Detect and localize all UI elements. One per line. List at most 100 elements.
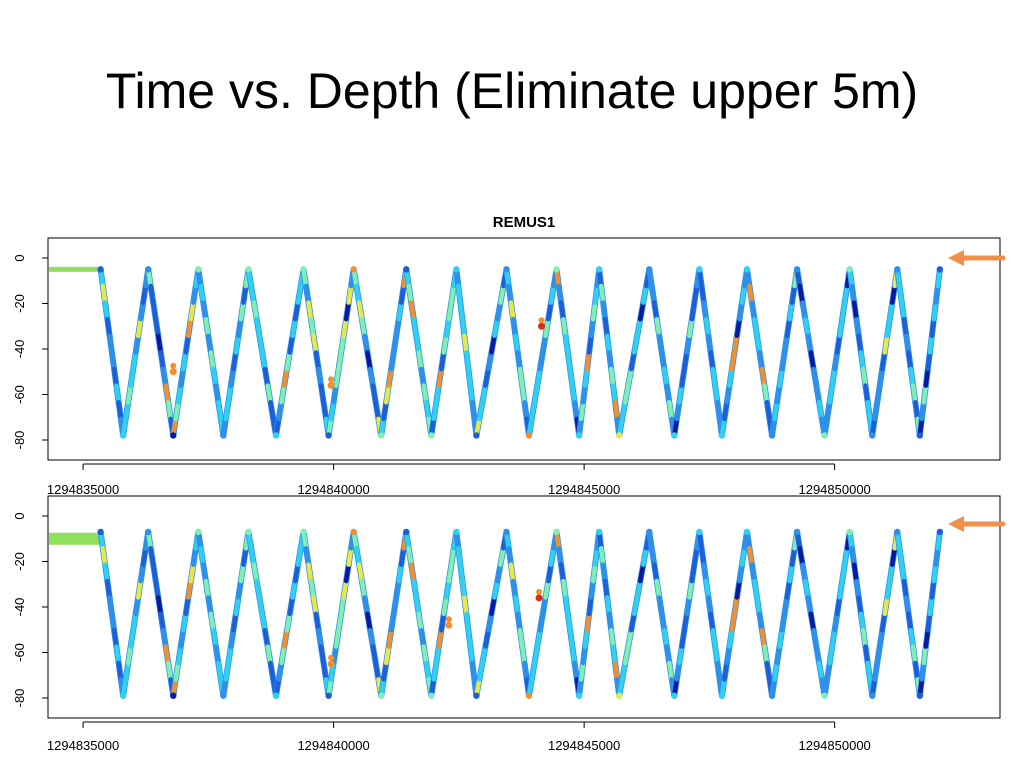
profile-subsegment (158, 350, 166, 372)
profile-subsegment (586, 595, 594, 617)
profile-subsegment (754, 333, 762, 355)
profile-subsegment (343, 562, 351, 584)
profile-subsegment (346, 546, 354, 567)
profile-subsegment (749, 300, 757, 322)
turning-point (768, 692, 776, 699)
profile-subsegment (913, 660, 920, 682)
turning-point (821, 692, 828, 699)
profile-subsegment (391, 333, 399, 355)
profile-subsegment (570, 644, 577, 666)
profile-subsegment (856, 333, 864, 355)
high-value-spot (328, 654, 335, 661)
plot-area (49, 266, 944, 439)
profile-subsegment (100, 546, 108, 567)
turning-point (350, 528, 357, 536)
profile-subsegment (779, 611, 787, 633)
profile-subsegment (367, 366, 376, 388)
profile-subsegment (628, 611, 637, 633)
profile-subsegment (290, 578, 298, 600)
profile-subsegment (692, 283, 700, 305)
profile-subsegment (682, 350, 690, 372)
profile-subsegment (897, 283, 905, 305)
profile-subsegment (687, 578, 695, 600)
profile-subsegment (532, 383, 540, 405)
profile-subsegment (105, 316, 112, 339)
profile-subsegment (715, 660, 722, 682)
profile-subsegment (251, 562, 259, 584)
profile-subsegment (133, 333, 141, 355)
profile-subsegment (834, 595, 842, 617)
profile-subsegment (839, 562, 847, 584)
profile-subsegment (381, 660, 389, 682)
profile-subsegment (303, 283, 311, 305)
profile-subsegment (789, 546, 797, 567)
profile-subsegment (406, 546, 414, 567)
profile-subsegment (543, 316, 551, 339)
profile-subsegment (754, 595, 762, 617)
profile-subsegment (657, 595, 665, 617)
profile-subsegment (367, 627, 376, 649)
profile-subsegment (797, 546, 805, 567)
profile-subsegment (759, 627, 767, 649)
profile-subsegment (863, 383, 870, 405)
profile-subsegment (251, 300, 259, 322)
profile-subsegment (343, 300, 351, 322)
profile-subsegment (268, 399, 276, 422)
profile-subsegment (268, 660, 276, 682)
profile-subsegment (109, 350, 117, 372)
profile-subsegment (762, 644, 770, 666)
profile-subsegment (654, 578, 662, 600)
profile-subsegment (699, 283, 707, 305)
profile-subsegment (223, 399, 231, 422)
profile-subsegment (522, 399, 530, 422)
profile-subsegment (135, 316, 143, 339)
turning-point (793, 528, 801, 536)
profile-subsegment (739, 546, 747, 567)
profile-subsegment (114, 383, 121, 405)
profile-subsegment (782, 595, 790, 617)
profile-subsegment (381, 399, 389, 422)
turning-point (525, 432, 533, 439)
profile-subsegment (231, 350, 239, 372)
turning-point (595, 528, 603, 536)
profile-subsegment (513, 333, 520, 355)
profile-subsegment (216, 399, 224, 422)
profile-subsegment (777, 627, 785, 649)
profile-subsegment (682, 611, 690, 633)
profile-subsegment (546, 562, 554, 584)
profile-subsegment (365, 350, 373, 372)
profile-subsegment (929, 316, 937, 339)
profile-subsegment (183, 595, 191, 617)
profile-subsegment (321, 399, 329, 422)
high-value-spot (328, 376, 335, 383)
profile-subsegment (373, 660, 381, 682)
profile-subsegment (362, 333, 370, 355)
turning-point (869, 432, 876, 439)
profile-subsegment (279, 383, 287, 405)
profile-subsegment (701, 562, 709, 584)
profile-subsegment (178, 627, 186, 649)
profile-subsegment (592, 283, 600, 305)
profile-subsegment (865, 660, 873, 682)
profile-subsegment (689, 562, 697, 584)
profile-subsegment (107, 595, 115, 617)
profile-subsegment (529, 660, 537, 682)
profile-subsegment (416, 611, 424, 633)
turning-point (453, 528, 460, 536)
profile-subsegment (186, 316, 194, 339)
profile-subsegment (832, 611, 840, 633)
profile-subsegment (684, 333, 692, 355)
profile-subsegment (519, 383, 527, 405)
profile-subsegment (434, 644, 442, 666)
profile-subsegment (923, 366, 931, 388)
profile-subsegment (904, 333, 911, 355)
profile-subsegment (842, 546, 850, 567)
profile-subsegment (321, 660, 329, 682)
profile-subsegment (226, 644, 234, 666)
profile-subsegment (712, 644, 720, 666)
profile-subsegment (662, 627, 670, 649)
profile-subsegment (652, 300, 660, 322)
profile-subsegment (604, 333, 612, 355)
profile-subsegment (906, 350, 914, 372)
profile-subsegment (606, 350, 614, 372)
